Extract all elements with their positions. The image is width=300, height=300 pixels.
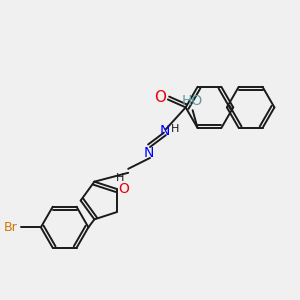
Text: N: N [160, 124, 170, 138]
Text: Br: Br [3, 221, 17, 234]
Text: H: H [116, 173, 124, 183]
Text: HO: HO [182, 94, 203, 108]
Text: N: N [144, 146, 154, 160]
Text: O: O [154, 90, 166, 105]
Text: O: O [118, 182, 129, 196]
Text: H: H [171, 124, 179, 134]
